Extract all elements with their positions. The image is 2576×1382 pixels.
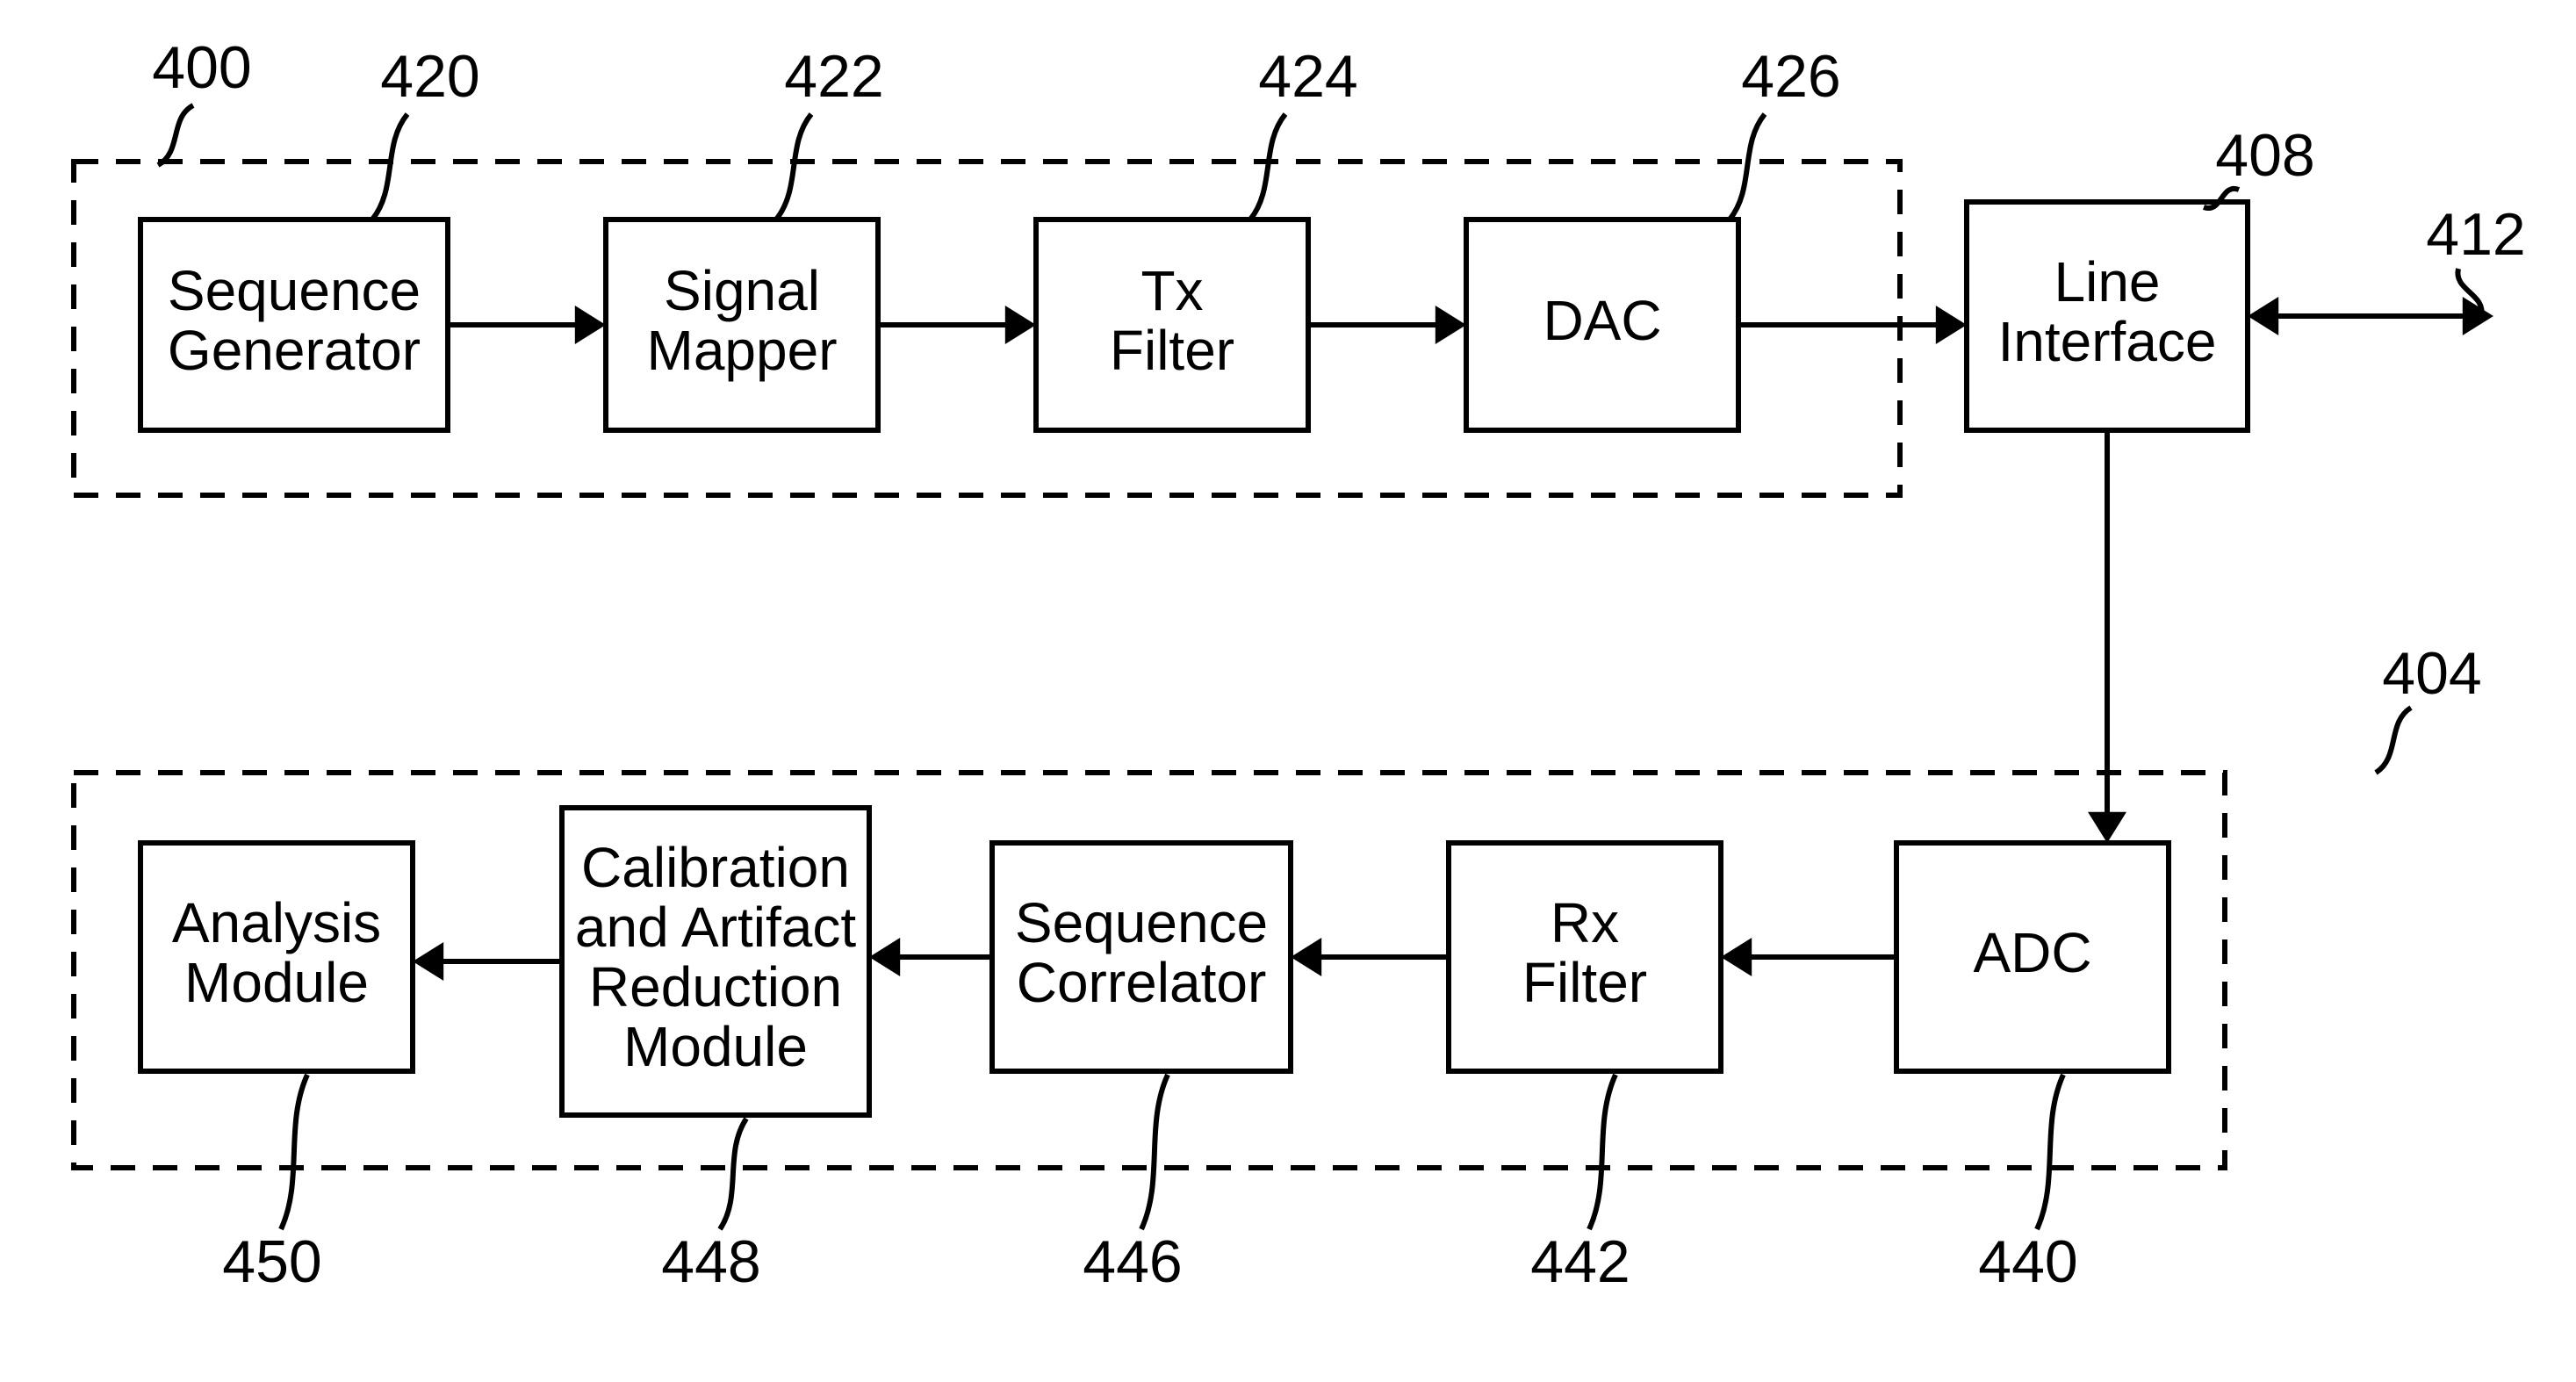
calib-label: Module <box>623 1015 808 1078</box>
block-diagram: SequenceGeneratorSignalMapperTxFilterDAC… <box>0 0 2576 1382</box>
sig-mapper-label: Mapper <box>647 319 838 382</box>
rx-filter-label: Filter <box>1522 951 1647 1014</box>
adc-label: ADC <box>1973 921 2091 984</box>
ref-leader <box>2376 708 2411 773</box>
line-if-label: Interface <box>1997 310 2216 373</box>
ref-leader <box>1589 1075 1615 1229</box>
ref-400: 400 <box>152 34 251 101</box>
ref-leader <box>1141 1075 1168 1229</box>
ref-420: 420 <box>380 43 479 110</box>
ref-leader <box>776 114 811 220</box>
ref-450: 450 <box>222 1228 321 1295</box>
line-if-label: Line <box>2054 250 2161 313</box>
ref-422: 422 <box>784 43 883 110</box>
tx-filter-label: Tx <box>1140 259 1203 322</box>
dac-label: DAC <box>1543 289 1661 352</box>
ref-leader <box>372 114 407 220</box>
rx-filter-label: Rx <box>1551 891 1619 954</box>
ref-leader <box>720 1119 746 1229</box>
calib-label: Calibration <box>581 836 850 899</box>
seq-corr-label: Correlator <box>1017 951 1267 1014</box>
ref-412: 412 <box>2426 201 2525 268</box>
calib-label: Reduction <box>589 955 842 1019</box>
ref-408: 408 <box>2215 122 2314 189</box>
ref-leader <box>158 105 193 165</box>
ref-leader <box>281 1075 307 1229</box>
ref-440: 440 <box>1978 1228 2077 1295</box>
ref-404: 404 <box>2382 640 2481 707</box>
ref-leader <box>1730 114 1765 220</box>
analysis-label: Analysis <box>172 891 381 954</box>
ref-446: 446 <box>1083 1228 1182 1295</box>
ref-leader <box>2037 1075 2063 1229</box>
seq-gen-label: Sequence <box>168 259 421 322</box>
ref-426: 426 <box>1741 43 1840 110</box>
ref-448: 448 <box>661 1228 760 1295</box>
tx-filter-label: Filter <box>1110 319 1234 382</box>
calib-label: and Artifact <box>575 896 856 959</box>
analysis-label: Module <box>184 951 369 1014</box>
sig-mapper-label: Signal <box>664 259 820 322</box>
seq-corr-label: Sequence <box>1015 891 1268 954</box>
ref-424: 424 <box>1258 43 1357 110</box>
seq-gen-label: Generator <box>168 319 421 382</box>
ref-442: 442 <box>1530 1228 1630 1295</box>
ref-leader <box>1250 114 1285 220</box>
